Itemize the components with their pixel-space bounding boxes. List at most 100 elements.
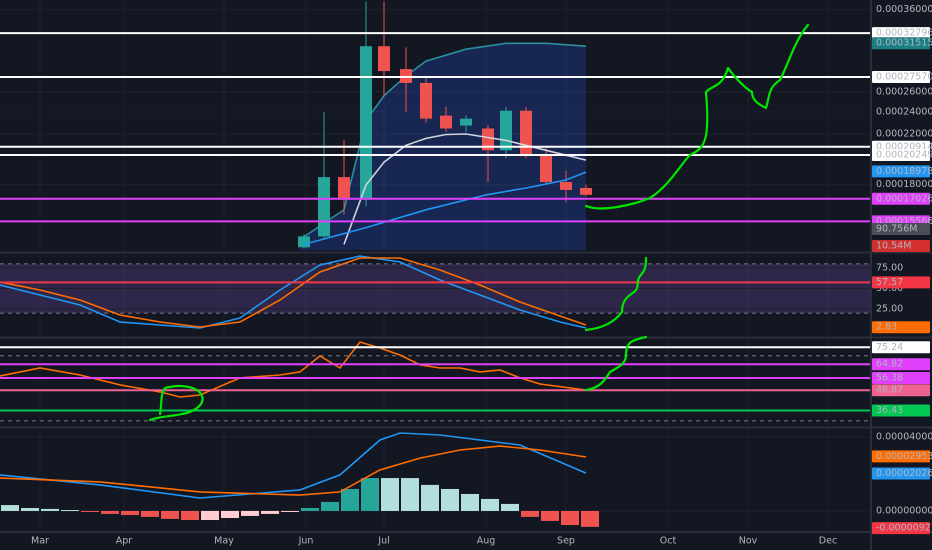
hand-drawing (584, 335, 648, 392)
histogram-bar (501, 503, 519, 511)
histogram-bar (441, 488, 459, 511)
x-tick-label: Dec (819, 536, 837, 547)
price-tag-label: 57.57 (876, 277, 903, 288)
price-tag-label: 75.24 (876, 342, 903, 353)
y-tick-label: 75.00 (876, 263, 903, 274)
histogram-bar (261, 510, 279, 514)
price-tag (872, 522, 930, 535)
histogram-bar (541, 510, 559, 521)
histogram-bar (1, 505, 19, 511)
candle-body (540, 155, 552, 183)
histogram-bar (41, 508, 59, 511)
indicator-line (299, 42, 587, 241)
candle-body (400, 69, 412, 83)
indicator-line (343, 133, 587, 245)
histogram-bar (581, 510, 599, 527)
price-tag (872, 358, 930, 371)
histogram-bar (61, 510, 79, 512)
histogram-bar (401, 478, 419, 511)
indicator-line (0, 445, 587, 496)
indicator-line (0, 432, 587, 499)
volume-tag (872, 223, 930, 235)
x-tick-label: Jun (298, 536, 314, 547)
histogram-bar (141, 510, 159, 517)
histogram-bar (341, 488, 359, 511)
hand-drawing (148, 385, 204, 422)
candle-body (500, 110, 512, 151)
price-tag-label: 0.00017026 (876, 193, 932, 204)
x-tick-label: Apr (116, 536, 133, 547)
price-tag (872, 467, 930, 480)
volume-tag (872, 240, 930, 252)
y-tick-label: 50.00 (876, 283, 903, 294)
x-tick-label: May (214, 536, 234, 547)
price-tag-label: 0.00018978 (876, 166, 932, 177)
price-tag-label: 64.82 (876, 359, 903, 370)
price-tag (872, 70, 930, 83)
price-tag (872, 321, 930, 334)
price-tag (872, 276, 930, 289)
hand-drawing (584, 23, 810, 210)
price-tag-label: 36.43 (876, 405, 903, 416)
histogram-bar (481, 498, 499, 511)
candle-body (338, 177, 350, 200)
histogram-bar (101, 510, 119, 514)
histogram-bar (81, 510, 99, 512)
y-tick-label: 0.00000000 (876, 505, 932, 516)
candle-body (460, 118, 472, 126)
histogram-bar (181, 510, 199, 521)
x-tick-label: Aug (477, 536, 496, 547)
candle-body (482, 128, 494, 151)
histogram-bar (461, 493, 479, 511)
y-tick-label: 0.00024000 (876, 107, 932, 118)
price-tag (872, 192, 930, 205)
price-tag-label: 0.00015566 (876, 216, 932, 227)
candle-body (580, 187, 592, 195)
histogram-bar (561, 510, 579, 526)
price-tag-label: 0.00027570 (876, 71, 932, 82)
histogram-bar (381, 478, 399, 511)
indicator-line (303, 171, 587, 246)
indicator-line (0, 255, 587, 329)
price-tag (872, 341, 930, 354)
price-tag (872, 450, 930, 463)
histogram-bar (301, 508, 319, 511)
price-tag-label: 0.00032796 (876, 28, 932, 39)
histogram-bar (161, 510, 179, 519)
y-tick-label: 0.00018000 (876, 179, 932, 190)
price-tag-label: 56.38 (876, 372, 903, 383)
histogram-bar (201, 510, 219, 521)
x-tick-label: Sep (557, 536, 575, 547)
candle-body (318, 177, 330, 237)
price-tag-label: 0.00002953 (876, 451, 932, 462)
price-tag (872, 404, 930, 417)
price-tag (872, 148, 930, 161)
x-tick-label: Nov (739, 536, 758, 547)
histogram-bar (321, 501, 339, 511)
candle-body (560, 182, 572, 190)
hand-drawing (584, 256, 648, 332)
candle-body (420, 82, 432, 119)
price-tag-label: 2.83 (876, 322, 897, 333)
histogram-bar (241, 510, 259, 516)
price-tag-label: 0.00020914 (876, 141, 932, 152)
histogram-bar (21, 508, 39, 511)
histogram-bar (521, 510, 539, 517)
y-tick-label: 0.00036000 (876, 4, 932, 15)
price-tag (872, 165, 930, 178)
candle-body (520, 110, 532, 156)
x-tick-label: Mar (31, 536, 49, 547)
price-tag-label: 0.00020249 (876, 149, 932, 160)
histogram-bar (121, 510, 139, 516)
y-tick-label: 0.00004000 (876, 432, 932, 443)
y-tick-label: 0.00026000 (876, 86, 932, 97)
indicator-line (0, 257, 587, 328)
histogram-bar (281, 510, 299, 512)
price-tag (872, 371, 930, 384)
price-tag (872, 27, 930, 40)
price-tag (872, 384, 930, 397)
histogram-bar (361, 478, 379, 511)
price-tag-label: 48.87 (876, 385, 903, 396)
